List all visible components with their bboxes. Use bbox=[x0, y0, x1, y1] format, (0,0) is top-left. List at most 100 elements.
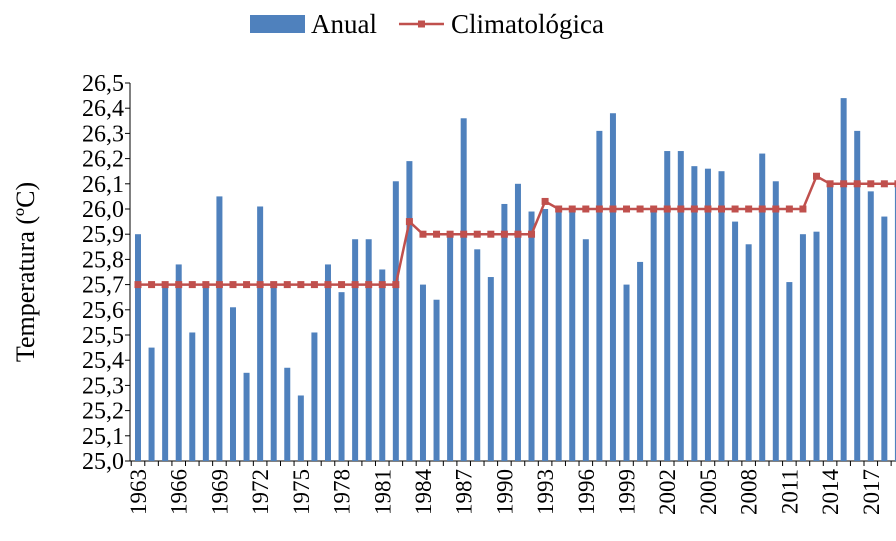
line-marker bbox=[582, 205, 590, 213]
bar bbox=[284, 367, 291, 461]
line-marker bbox=[446, 230, 454, 238]
x-tick-label: 2002 bbox=[655, 469, 680, 515]
legend-swatch bbox=[250, 15, 305, 33]
line-marker bbox=[826, 180, 834, 188]
bar bbox=[759, 153, 766, 461]
bar bbox=[650, 209, 657, 461]
x-tick-label: 1987 bbox=[452, 469, 477, 515]
bar bbox=[460, 118, 467, 461]
bar bbox=[257, 206, 264, 461]
y-tick-label: 26,0 bbox=[82, 197, 124, 223]
bar bbox=[514, 183, 521, 462]
y-tick-label: 25,6 bbox=[82, 298, 124, 324]
line-marker bbox=[514, 230, 522, 238]
bar bbox=[501, 203, 508, 461]
bar bbox=[189, 332, 196, 461]
line-marker bbox=[731, 205, 739, 213]
y-tick-label: 25,4 bbox=[82, 348, 124, 374]
line-marker bbox=[541, 197, 549, 205]
line-marker bbox=[894, 180, 896, 188]
line-marker bbox=[283, 281, 291, 289]
bar bbox=[135, 234, 141, 461]
line-marker bbox=[243, 281, 251, 289]
line-marker bbox=[175, 281, 183, 289]
bar bbox=[542, 209, 549, 461]
x-tick-label: 1999 bbox=[615, 469, 640, 515]
bar bbox=[596, 130, 603, 461]
line-marker bbox=[867, 180, 875, 188]
line-marker bbox=[202, 281, 210, 289]
bar bbox=[216, 196, 223, 461]
x-tick-label: 2005 bbox=[696, 469, 721, 515]
y-tick-label: 25,3 bbox=[82, 373, 124, 399]
bar bbox=[447, 234, 454, 461]
bar bbox=[569, 209, 576, 461]
line-marker bbox=[148, 281, 156, 289]
bar bbox=[786, 282, 793, 461]
bar bbox=[297, 395, 304, 461]
bar bbox=[338, 292, 345, 461]
line-marker bbox=[758, 205, 766, 213]
bar bbox=[419, 284, 426, 461]
y-tick-label: 26,2 bbox=[82, 147, 124, 173]
line-marker bbox=[338, 281, 346, 289]
bar bbox=[162, 284, 169, 461]
bar bbox=[352, 239, 359, 461]
line-marker bbox=[365, 281, 373, 289]
line-marker bbox=[853, 180, 861, 188]
line-marker bbox=[378, 281, 386, 289]
line-marker bbox=[663, 205, 671, 213]
x-tick-label: 1969 bbox=[207, 469, 232, 515]
bar bbox=[392, 181, 399, 461]
x-tick-label: 1963 bbox=[126, 469, 151, 515]
line-marker bbox=[351, 281, 359, 289]
bar bbox=[528, 211, 535, 461]
x-tick-label: 1993 bbox=[533, 469, 558, 515]
bar bbox=[406, 161, 413, 461]
bar bbox=[704, 168, 711, 461]
line-marker bbox=[555, 205, 563, 213]
line-marker bbox=[880, 180, 888, 188]
line-marker bbox=[324, 281, 332, 289]
y-tick-label: 25,1 bbox=[82, 424, 124, 450]
line-marker bbox=[460, 230, 468, 238]
y-tick-label: 25,2 bbox=[82, 399, 124, 425]
line-marker bbox=[270, 281, 278, 289]
bar bbox=[745, 244, 752, 461]
x-tick-label: 1975 bbox=[289, 469, 314, 515]
line-marker bbox=[772, 205, 780, 213]
legend-swatch-marker bbox=[417, 20, 425, 28]
bar bbox=[677, 151, 684, 462]
bar bbox=[324, 264, 331, 461]
line-marker bbox=[840, 180, 848, 188]
y-tick-label: 25,9 bbox=[82, 222, 124, 248]
line-marker bbox=[405, 218, 413, 226]
bar bbox=[202, 284, 209, 461]
line-marker bbox=[690, 205, 698, 213]
y-tick-label: 25,8 bbox=[82, 247, 124, 273]
line-marker bbox=[636, 205, 644, 213]
bar bbox=[555, 209, 562, 461]
line-marker bbox=[595, 205, 603, 213]
bar bbox=[840, 98, 847, 462]
legend-label: Anual bbox=[311, 9, 377, 39]
x-tick-label: 2008 bbox=[737, 469, 762, 515]
bar bbox=[623, 284, 630, 461]
bar bbox=[474, 249, 481, 461]
bar bbox=[827, 183, 834, 462]
bar bbox=[772, 181, 779, 461]
line-marker bbox=[310, 281, 318, 289]
y-tick-label: 25,0 bbox=[82, 449, 124, 475]
bar bbox=[718, 171, 725, 461]
line-marker bbox=[433, 230, 441, 238]
bar bbox=[799, 234, 806, 461]
line-marker bbox=[677, 205, 685, 213]
line-marker bbox=[392, 281, 400, 289]
y-tick-label: 25,7 bbox=[82, 273, 124, 299]
y-tick-label: 26,3 bbox=[82, 121, 124, 147]
x-tick-label: 1978 bbox=[330, 469, 355, 515]
bar bbox=[894, 183, 896, 462]
line-marker bbox=[568, 205, 576, 213]
